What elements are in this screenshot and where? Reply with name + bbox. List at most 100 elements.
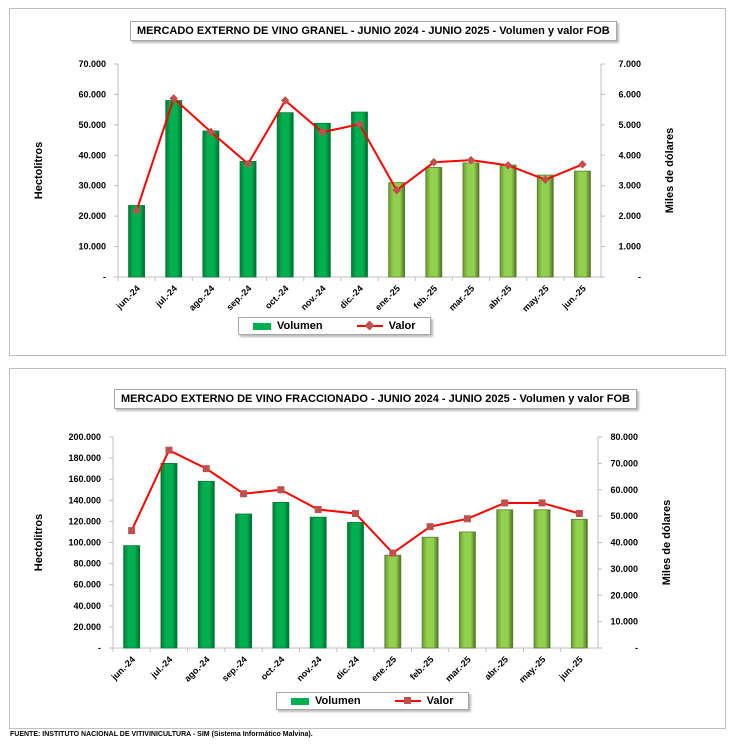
y2-tick-label: 70.000 [610, 458, 638, 468]
x-tick-label: jun.-25 [560, 283, 588, 311]
y2-tick-label: 4.000 [618, 150, 641, 160]
x-tick-label: jun.-24 [114, 283, 142, 311]
y-tick-label: 140.000 [68, 495, 101, 505]
x-tick-label: feb.-25 [412, 283, 440, 311]
y-tick-label: 60.000 [73, 580, 101, 590]
point-valor [392, 186, 401, 195]
bar-volumen [462, 162, 480, 278]
y2-tick-label: 2.000 [618, 211, 641, 221]
point-valor [501, 499, 509, 507]
y2-tick-label: 7.000 [618, 59, 641, 69]
bar-volumen [499, 164, 517, 278]
bar-volumen [496, 509, 514, 649]
x-tick-label: ene.-25 [373, 283, 402, 312]
x-tick-label: ene.-25 [369, 654, 398, 683]
y-tick-label: 160.000 [68, 474, 101, 484]
point-valor [314, 506, 322, 514]
chart-title: MERCADO EXTERNO DE VINO FRACCIONADO - JU… [114, 389, 637, 409]
x-tick-label: feb.-25 [408, 654, 436, 682]
bar-volumen [239, 160, 257, 278]
x-tick-label: dic.-24 [334, 654, 361, 681]
legend-valor: Valor [426, 695, 454, 707]
x-tick-label: abr.-25 [483, 654, 511, 682]
y2-tick-label: 1.000 [618, 242, 641, 252]
point-valor [243, 159, 253, 169]
y2-tick-label: - [638, 272, 641, 282]
x-tick-label: dic.-24 [338, 283, 365, 310]
source-footer: FUENTE: INSTITUTO NACIONAL DE VITIVINICU… [10, 731, 313, 738]
chart-fraccionado: - 20.000 40.000 60.000 80.000 100.000 120.000 1… [9, 368, 726, 729]
chart-title: MERCADO EXTERNO DE VINO GRANEL - JUNIO 2… [130, 21, 617, 41]
bar-volumen [276, 112, 294, 278]
bar-volumen [235, 513, 252, 649]
y2-tick-label: 3.000 [618, 181, 641, 191]
legend-volumen: Volumen [277, 320, 323, 332]
y-tick-label: 70.000 [78, 59, 106, 69]
point-valor [578, 160, 587, 169]
bar-volumen [384, 554, 402, 649]
point-valor [165, 446, 173, 454]
point-valor [169, 94, 178, 103]
bar-volumen [533, 509, 551, 649]
point-valor [352, 509, 359, 517]
x-tick-label: abr.-25 [486, 283, 514, 311]
y-axis-label: Hectolitros [33, 514, 45, 571]
y-tick-label: 20.000 [78, 211, 106, 221]
x-tick-label: jul.-24 [153, 283, 179, 309]
point-valor [128, 527, 136, 535]
y-tick-label: 20.000 [73, 622, 101, 632]
point-valor [318, 127, 327, 137]
x-tick-label: may.-25 [517, 654, 547, 684]
point-valor [280, 96, 290, 105]
bar-volumen [202, 130, 220, 278]
bar-volumen [123, 545, 141, 649]
legend-volumen: Volumen [315, 695, 361, 707]
y-tick-label: - [103, 272, 106, 282]
x-tick-label: nov.-24 [299, 283, 328, 312]
y-tick-label: 30.000 [78, 181, 106, 191]
x-tick-label: jun.-25 [556, 654, 584, 682]
y2-tick-label: 10.000 [610, 617, 638, 627]
point-valor [206, 127, 216, 137]
bar-volumen [388, 182, 406, 278]
y2-tick-label: 6.000 [618, 89, 641, 99]
chart-fraccionado-plot: - 20.000 40.000 60.000 80.000 100.000 120.000 1… [33, 432, 673, 685]
bar-volumen [313, 122, 331, 278]
y-tick-label: 10.000 [78, 242, 106, 252]
y2-tick-label: - [635, 643, 638, 653]
y-tick-label: 60.000 [78, 89, 106, 99]
x-tick-label: may.-25 [520, 283, 550, 313]
point-valor [503, 161, 513, 170]
x-tick-label: jun.-24 [109, 654, 137, 682]
bar-volumen [459, 531, 476, 649]
chart-legend: Volumen Valor [276, 692, 469, 710]
y-tick-label: 80.000 [73, 559, 101, 569]
y-tick-label: 180.000 [68, 453, 101, 463]
bar-volumen [128, 205, 145, 278]
legend-bar-swatch [253, 322, 271, 330]
x-tick-label: sep.-24 [220, 654, 249, 683]
point-valor [463, 515, 471, 523]
bar-volumen [536, 174, 554, 278]
bar-volumen [309, 516, 327, 649]
bar-volumen [570, 518, 588, 649]
bar-volumen [425, 167, 443, 278]
y2-tick-label: 20.000 [610, 590, 638, 600]
y2-tick-label: 40.000 [610, 538, 638, 548]
bar-volumen [347, 522, 364, 649]
x-tick-label: mar.-25 [447, 283, 476, 312]
y-tick-label: 40.000 [73, 601, 101, 611]
point-valor [132, 206, 141, 215]
bar-volumen [421, 536, 439, 649]
point-valor [389, 549, 397, 557]
y-tick-label: 100.000 [68, 538, 101, 548]
x-tick-label: ago.-24 [187, 283, 216, 312]
y-tick-label: 200.000 [68, 432, 101, 442]
point-valor [429, 158, 439, 167]
y2-axis-label: Miles de dólares [661, 500, 673, 586]
point-valor [240, 490, 248, 498]
x-tick-label: jul.-24 [148, 654, 174, 680]
y2-axis-label: Miles de dólares [664, 128, 676, 214]
y2-tick-label: 30.000 [610, 564, 638, 574]
point-valor [202, 465, 210, 473]
